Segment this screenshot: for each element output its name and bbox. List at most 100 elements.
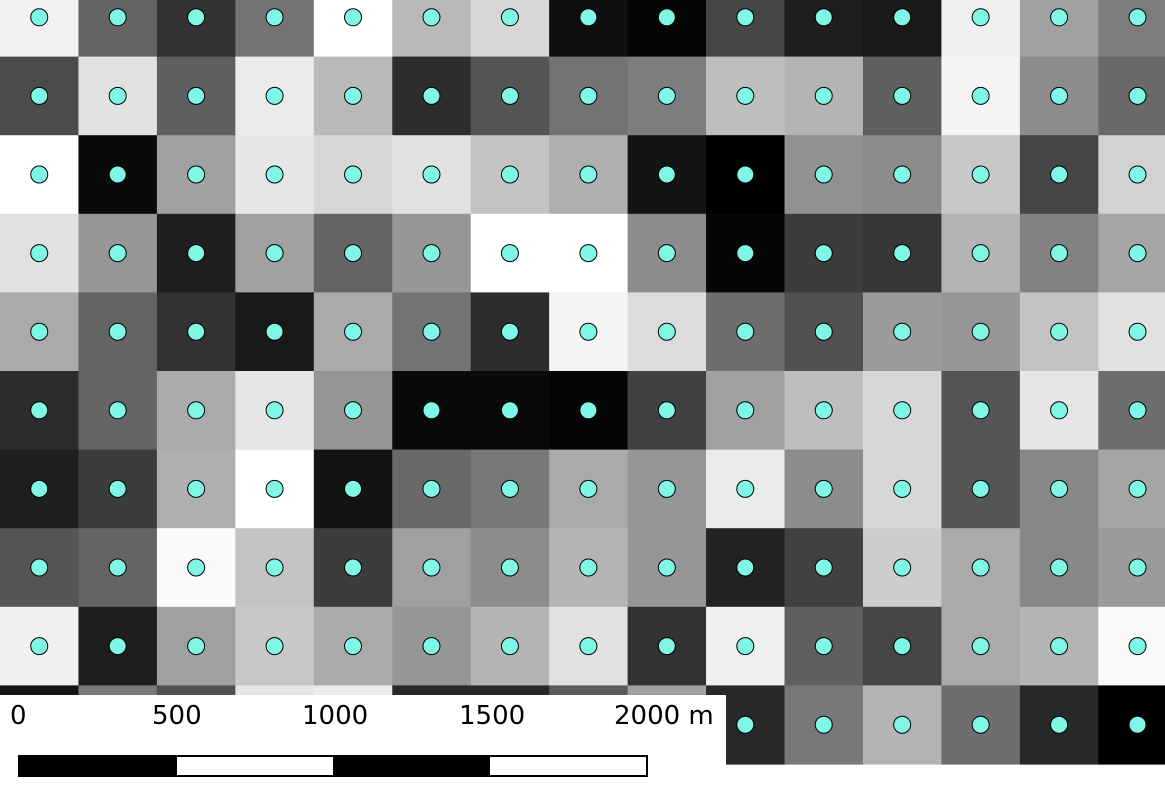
sample-point[interactable] bbox=[971, 322, 990, 341]
sample-point[interactable] bbox=[108, 558, 127, 577]
sample-point[interactable] bbox=[187, 637, 206, 656]
sample-point[interactable] bbox=[657, 401, 676, 420]
sample-point[interactable] bbox=[736, 558, 755, 577]
sample-point[interactable] bbox=[500, 637, 519, 656]
sample-point[interactable] bbox=[422, 8, 441, 27]
sample-point[interactable] bbox=[422, 558, 441, 577]
sample-point[interactable] bbox=[187, 401, 206, 420]
sample-point[interactable] bbox=[108, 401, 127, 420]
sample-point[interactable] bbox=[344, 322, 363, 341]
sample-point[interactable] bbox=[265, 637, 284, 656]
sample-point[interactable] bbox=[108, 322, 127, 341]
sample-point[interactable] bbox=[344, 8, 363, 27]
sample-point[interactable] bbox=[30, 244, 49, 263]
sample-point[interactable] bbox=[422, 322, 441, 341]
sample-point[interactable] bbox=[893, 8, 912, 27]
sample-point[interactable] bbox=[736, 322, 755, 341]
sample-point[interactable] bbox=[814, 401, 833, 420]
sample-point[interactable] bbox=[344, 244, 363, 263]
sample-point[interactable] bbox=[344, 637, 363, 656]
sample-point[interactable] bbox=[500, 401, 519, 420]
sample-point[interactable] bbox=[187, 244, 206, 263]
sample-point[interactable] bbox=[1128, 637, 1147, 656]
sample-point[interactable] bbox=[579, 558, 598, 577]
sample-point[interactable] bbox=[1050, 558, 1069, 577]
sample-point[interactable] bbox=[1128, 86, 1147, 105]
sample-point[interactable] bbox=[30, 479, 49, 498]
sample-point[interactable] bbox=[971, 86, 990, 105]
sample-point[interactable] bbox=[1050, 86, 1069, 105]
sample-point[interactable] bbox=[344, 86, 363, 105]
sample-point[interactable] bbox=[108, 479, 127, 498]
sample-point[interactable] bbox=[265, 479, 284, 498]
sample-point[interactable] bbox=[108, 244, 127, 263]
sample-point[interactable] bbox=[30, 401, 49, 420]
sample-point[interactable] bbox=[1050, 637, 1069, 656]
sample-point[interactable] bbox=[971, 8, 990, 27]
sample-point[interactable] bbox=[422, 244, 441, 263]
sample-point[interactable] bbox=[1050, 715, 1069, 734]
sample-point[interactable] bbox=[893, 479, 912, 498]
sample-point[interactable] bbox=[814, 8, 833, 27]
sample-point[interactable] bbox=[736, 401, 755, 420]
sample-point[interactable] bbox=[265, 165, 284, 184]
sample-point[interactable] bbox=[657, 244, 676, 263]
sample-point[interactable] bbox=[736, 244, 755, 263]
sample-point[interactable] bbox=[1128, 401, 1147, 420]
sample-point[interactable] bbox=[579, 637, 598, 656]
sample-point[interactable] bbox=[500, 479, 519, 498]
sample-point[interactable] bbox=[265, 401, 284, 420]
sample-point[interactable] bbox=[814, 244, 833, 263]
sample-point[interactable] bbox=[500, 8, 519, 27]
sample-point[interactable] bbox=[657, 86, 676, 105]
sample-point[interactable] bbox=[265, 86, 284, 105]
sample-point[interactable] bbox=[893, 401, 912, 420]
sample-point[interactable] bbox=[187, 322, 206, 341]
sample-point[interactable] bbox=[422, 165, 441, 184]
sample-point[interactable] bbox=[893, 637, 912, 656]
sample-point[interactable] bbox=[1050, 479, 1069, 498]
sample-point[interactable] bbox=[265, 322, 284, 341]
sample-point[interactable] bbox=[971, 637, 990, 656]
sample-point[interactable] bbox=[736, 479, 755, 498]
sample-point[interactable] bbox=[30, 637, 49, 656]
sample-point[interactable] bbox=[108, 637, 127, 656]
sample-point[interactable] bbox=[422, 637, 441, 656]
sample-point[interactable] bbox=[1050, 165, 1069, 184]
sample-point[interactable] bbox=[500, 86, 519, 105]
sample-point[interactable] bbox=[814, 558, 833, 577]
sample-point[interactable] bbox=[657, 637, 676, 656]
sample-point[interactable] bbox=[108, 165, 127, 184]
sample-point[interactable] bbox=[1050, 244, 1069, 263]
sample-point[interactable] bbox=[971, 244, 990, 263]
sample-point[interactable] bbox=[1128, 322, 1147, 341]
sample-point[interactable] bbox=[500, 244, 519, 263]
sample-point[interactable] bbox=[344, 558, 363, 577]
sample-point[interactable] bbox=[893, 558, 912, 577]
sample-point[interactable] bbox=[814, 637, 833, 656]
sample-point[interactable] bbox=[971, 165, 990, 184]
sample-point[interactable] bbox=[736, 86, 755, 105]
sample-point[interactable] bbox=[579, 322, 598, 341]
sample-point[interactable] bbox=[736, 715, 755, 734]
sample-point[interactable] bbox=[500, 322, 519, 341]
sample-point[interactable] bbox=[108, 86, 127, 105]
sample-point[interactable] bbox=[814, 322, 833, 341]
sample-point[interactable] bbox=[265, 558, 284, 577]
sample-point[interactable] bbox=[1128, 165, 1147, 184]
sample-point[interactable] bbox=[579, 401, 598, 420]
sample-point[interactable] bbox=[893, 86, 912, 105]
sample-point[interactable] bbox=[893, 715, 912, 734]
sample-point[interactable] bbox=[30, 165, 49, 184]
sample-point[interactable] bbox=[657, 8, 676, 27]
sample-point[interactable] bbox=[736, 637, 755, 656]
sample-point[interactable] bbox=[893, 165, 912, 184]
sample-point[interactable] bbox=[736, 165, 755, 184]
sample-point[interactable] bbox=[265, 244, 284, 263]
sample-point[interactable] bbox=[500, 558, 519, 577]
sample-point[interactable] bbox=[657, 165, 676, 184]
sample-point[interactable] bbox=[30, 558, 49, 577]
sample-point[interactable] bbox=[30, 322, 49, 341]
sample-point[interactable] bbox=[265, 8, 284, 27]
